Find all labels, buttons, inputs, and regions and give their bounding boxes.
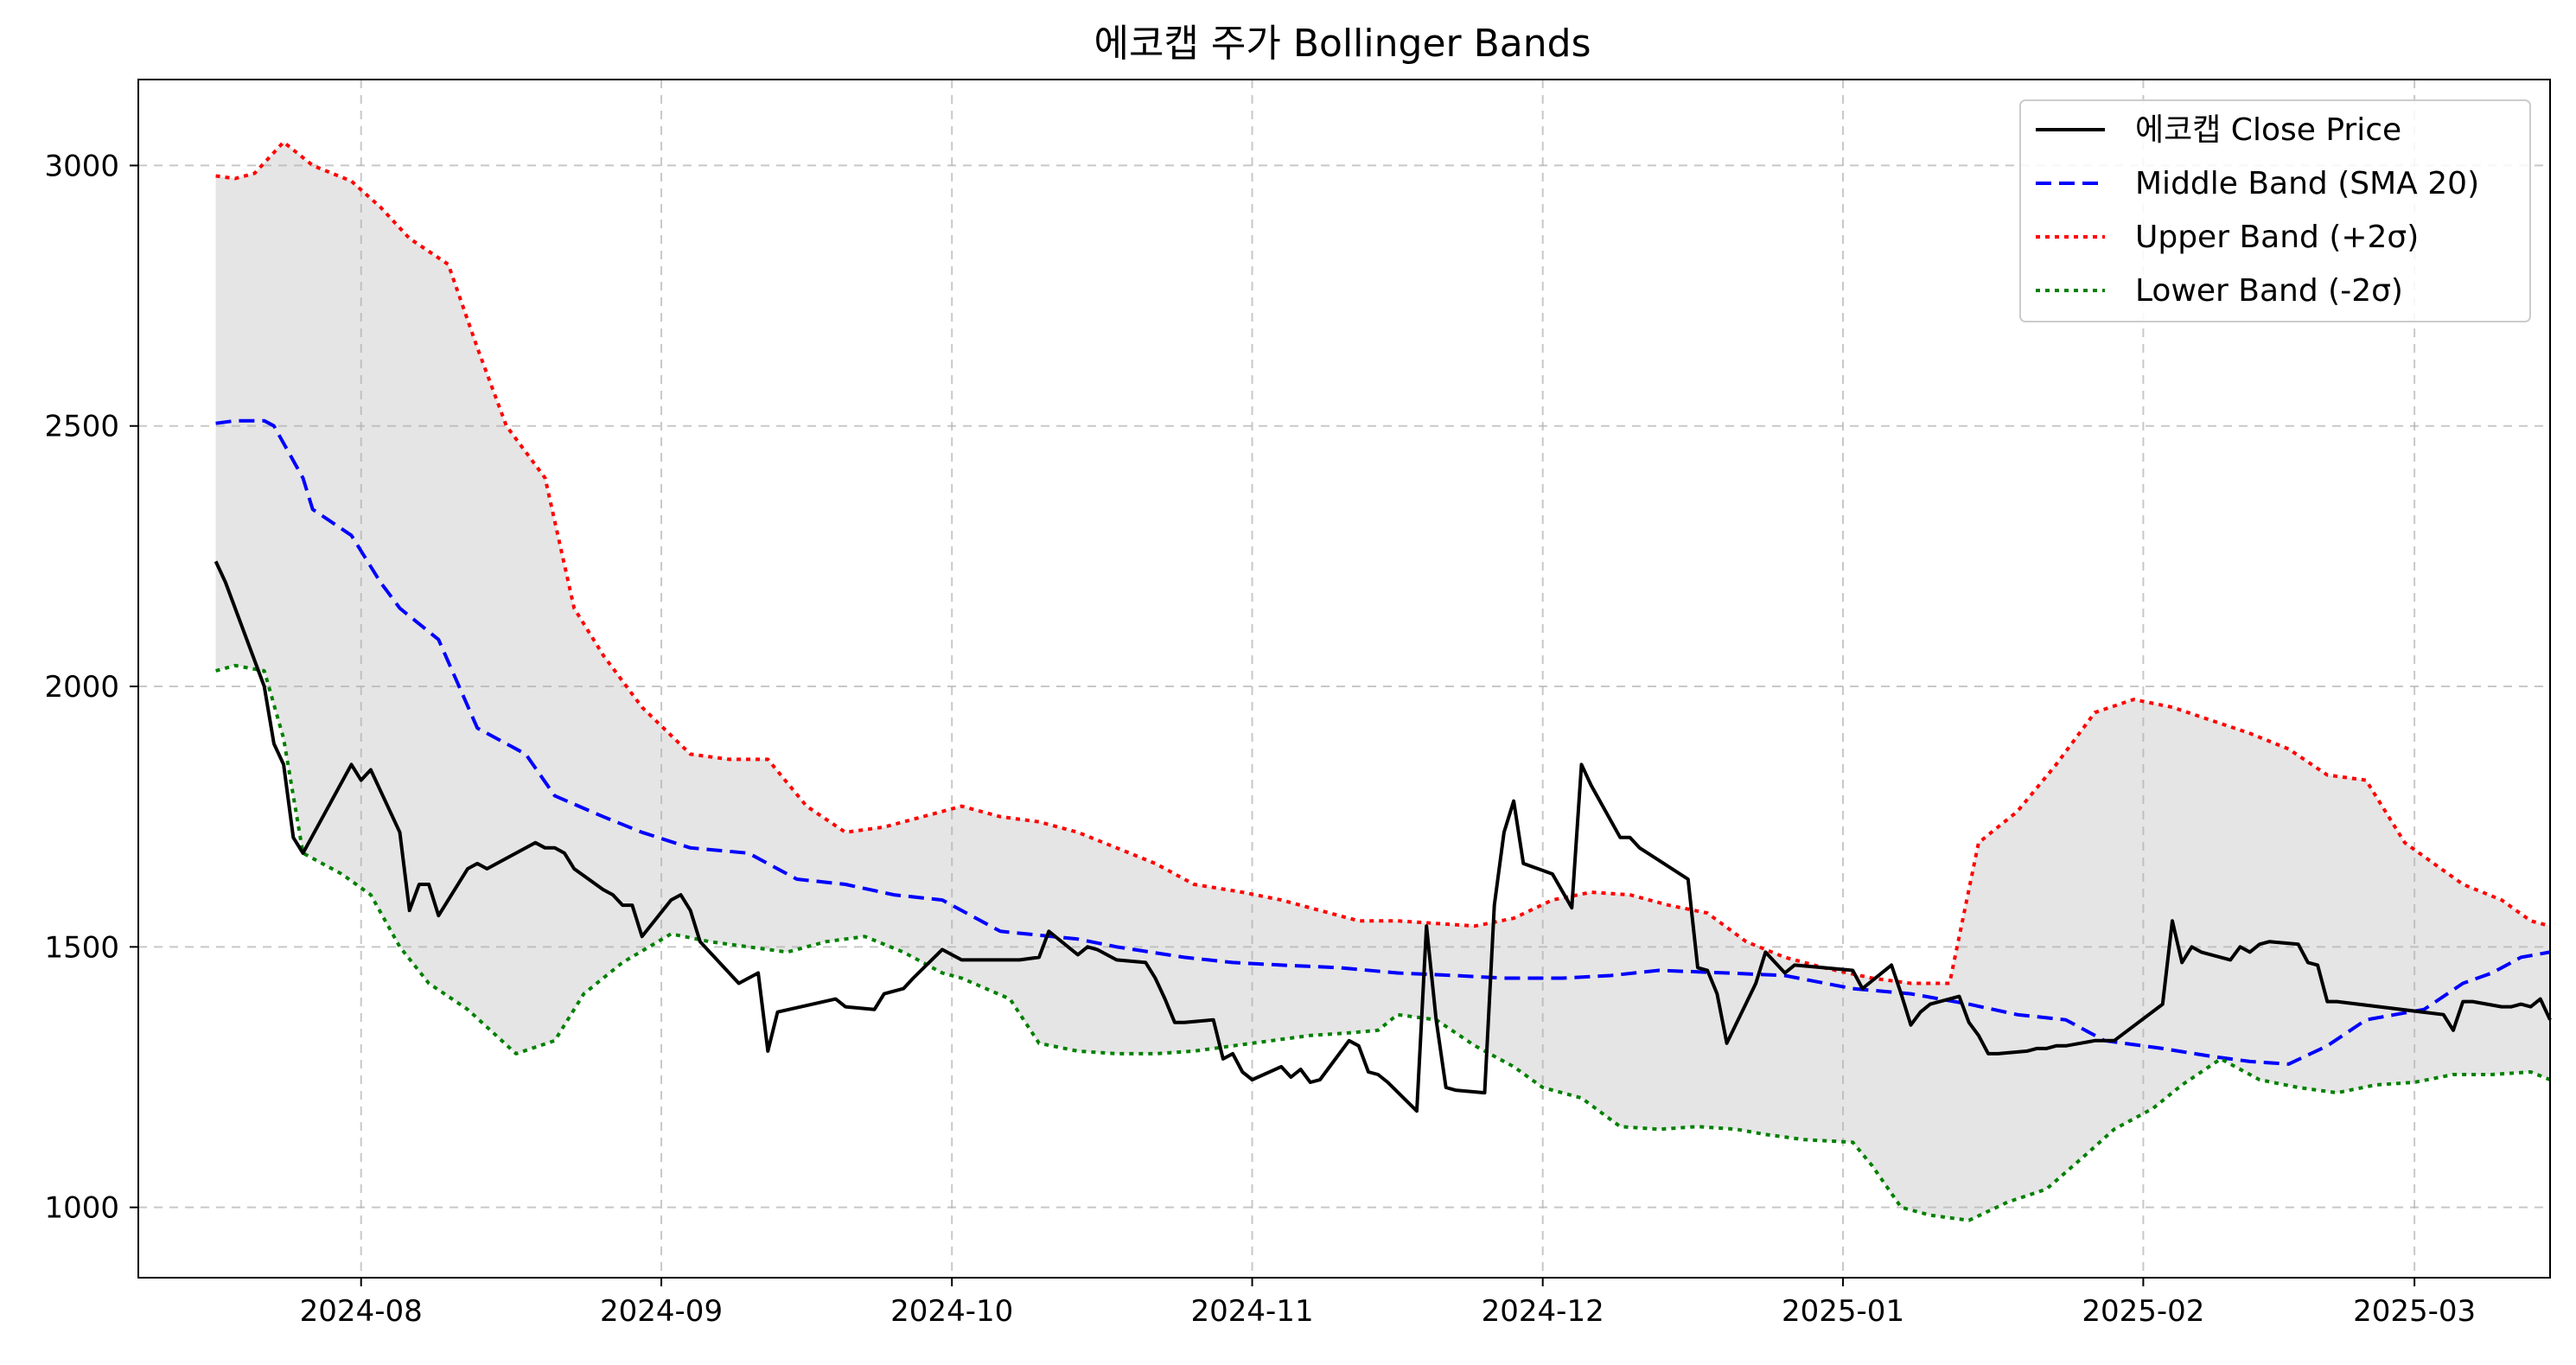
x-tick-label: 2024-10 — [890, 1294, 1013, 1329]
legend-label: Upper Band (+2σ) — [2135, 220, 2419, 255]
band-fill — [215, 142, 2550, 1221]
x-tick-label: 2024-09 — [600, 1294, 723, 1329]
legend: 에코캡 Close Price Middle Band (SMA 20) Upper… — [2019, 99, 2531, 322]
series-lines — [214, 140, 2552, 1222]
y-tick-label: 1000 — [44, 1191, 119, 1226]
x-tick-label: 2025-02 — [2082, 1294, 2204, 1329]
x-axis-ticks: 2024-08 2024-09 2024-10 2024-11 2024-12 2025-… — [300, 1278, 2476, 1329]
x-tick-label: 2025-01 — [1782, 1294, 1904, 1329]
x-tick-label: 2025-03 — [2353, 1294, 2476, 1329]
legend-label: Middle Band (SMA 20) — [2135, 166, 2479, 201]
legend-label: Lower Band (-2σ) — [2135, 273, 2403, 309]
y-tick-label: 1500 — [44, 930, 119, 965]
y-tick-label: 2500 — [44, 410, 119, 444]
series-line-2 — [215, 140, 2551, 985]
series-line-0 — [214, 560, 2552, 1113]
x-tick-label: 2024-11 — [1191, 1294, 1314, 1329]
legend-box — [2019, 99, 2531, 322]
y-tick-label: 3000 — [44, 149, 119, 183]
plot-frame — [137, 79, 2551, 1279]
legend-label: 에코캡 Close Price — [2135, 112, 2401, 148]
x-tick-label: 2024-08 — [300, 1294, 423, 1329]
series-line-1 — [215, 418, 2551, 1066]
x-tick-label: 2024-12 — [1482, 1294, 1604, 1329]
y-tick-label: 2000 — [44, 670, 119, 705]
bollinger-band-area — [215, 142, 2550, 1221]
chart-title: 에코캡 주가 Bollinger Bands — [1094, 22, 1591, 66]
series-line-3 — [215, 663, 2551, 1222]
y-axis-ticks: 1000 1500 2000 2500 3000 — [44, 149, 138, 1226]
